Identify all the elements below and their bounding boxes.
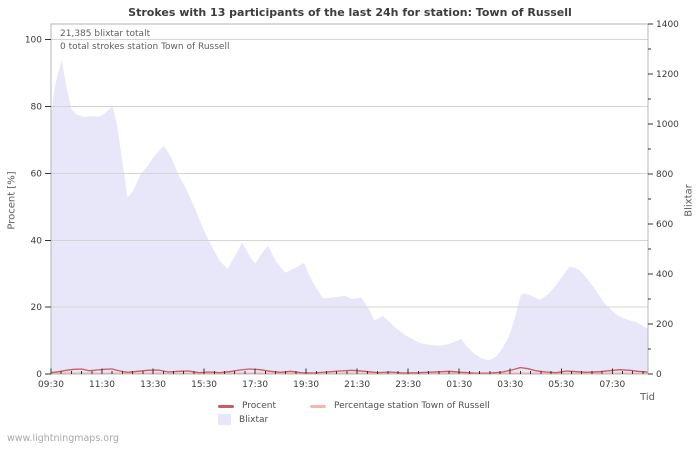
tick-label: 17:30	[242, 380, 268, 390]
tick-label: 07:30	[599, 380, 625, 390]
tick-label: 01:30	[446, 380, 472, 390]
tick-label: 100	[25, 36, 42, 46]
tick-label: 800	[656, 170, 673, 180]
tick-label: 60	[31, 169, 43, 179]
tick-label: 200	[656, 320, 673, 330]
tick-label: 13:30	[140, 380, 166, 390]
tick-label: 09:30	[38, 380, 64, 390]
chart-title: Strokes with 13 participants of the last…	[128, 6, 572, 19]
tick-label: 1200	[656, 70, 679, 80]
legend-blixtar-label: Blixtar	[239, 414, 269, 425]
tick-label: 600	[656, 220, 673, 230]
tick-label: 15:30	[191, 380, 217, 390]
station-total-annotation: 0 total strokes station Town of Russell	[60, 42, 230, 52]
tick-label: 19:30	[293, 380, 319, 390]
tick-label: 80	[31, 103, 43, 113]
tick-label: 03:30	[497, 380, 523, 390]
tick-label: 05:30	[548, 380, 574, 390]
tick-label: 20	[31, 303, 43, 313]
tick-label: 0	[656, 370, 662, 380]
tick-label: 23:30	[395, 380, 421, 390]
tick-label: 11:30	[89, 380, 115, 390]
tick-label: 0	[36, 370, 42, 380]
watermark-text: www.lightningmaps.org	[7, 433, 119, 444]
tick-label: 1400	[656, 20, 679, 30]
tick-label: 1000	[656, 120, 679, 130]
left-axis-title: Procent [%]	[6, 171, 18, 230]
right-axis-title: Blixtar	[683, 184, 695, 217]
legend-station-label: Percentage station Town of Russell	[334, 401, 490, 411]
tick-label: 21:30	[344, 380, 370, 390]
legend-procent-label: Procent	[242, 401, 276, 411]
legend-row-lines: Procent Percentage station Town of Russe…	[218, 401, 490, 411]
tick-label: 40	[31, 236, 43, 246]
tick-label: 400	[656, 270, 673, 280]
x-axis-title: Tid	[640, 392, 655, 403]
legend-row-area: Blixtar	[218, 414, 268, 425]
station-line-swatch	[310, 404, 326, 408]
blixtar-area-swatch	[218, 414, 231, 425]
procent-line-swatch	[218, 404, 234, 408]
blixtar-area	[51, 59, 648, 375]
total-blixtar-annotation: 21,385 blixtar totalt	[60, 29, 151, 39]
